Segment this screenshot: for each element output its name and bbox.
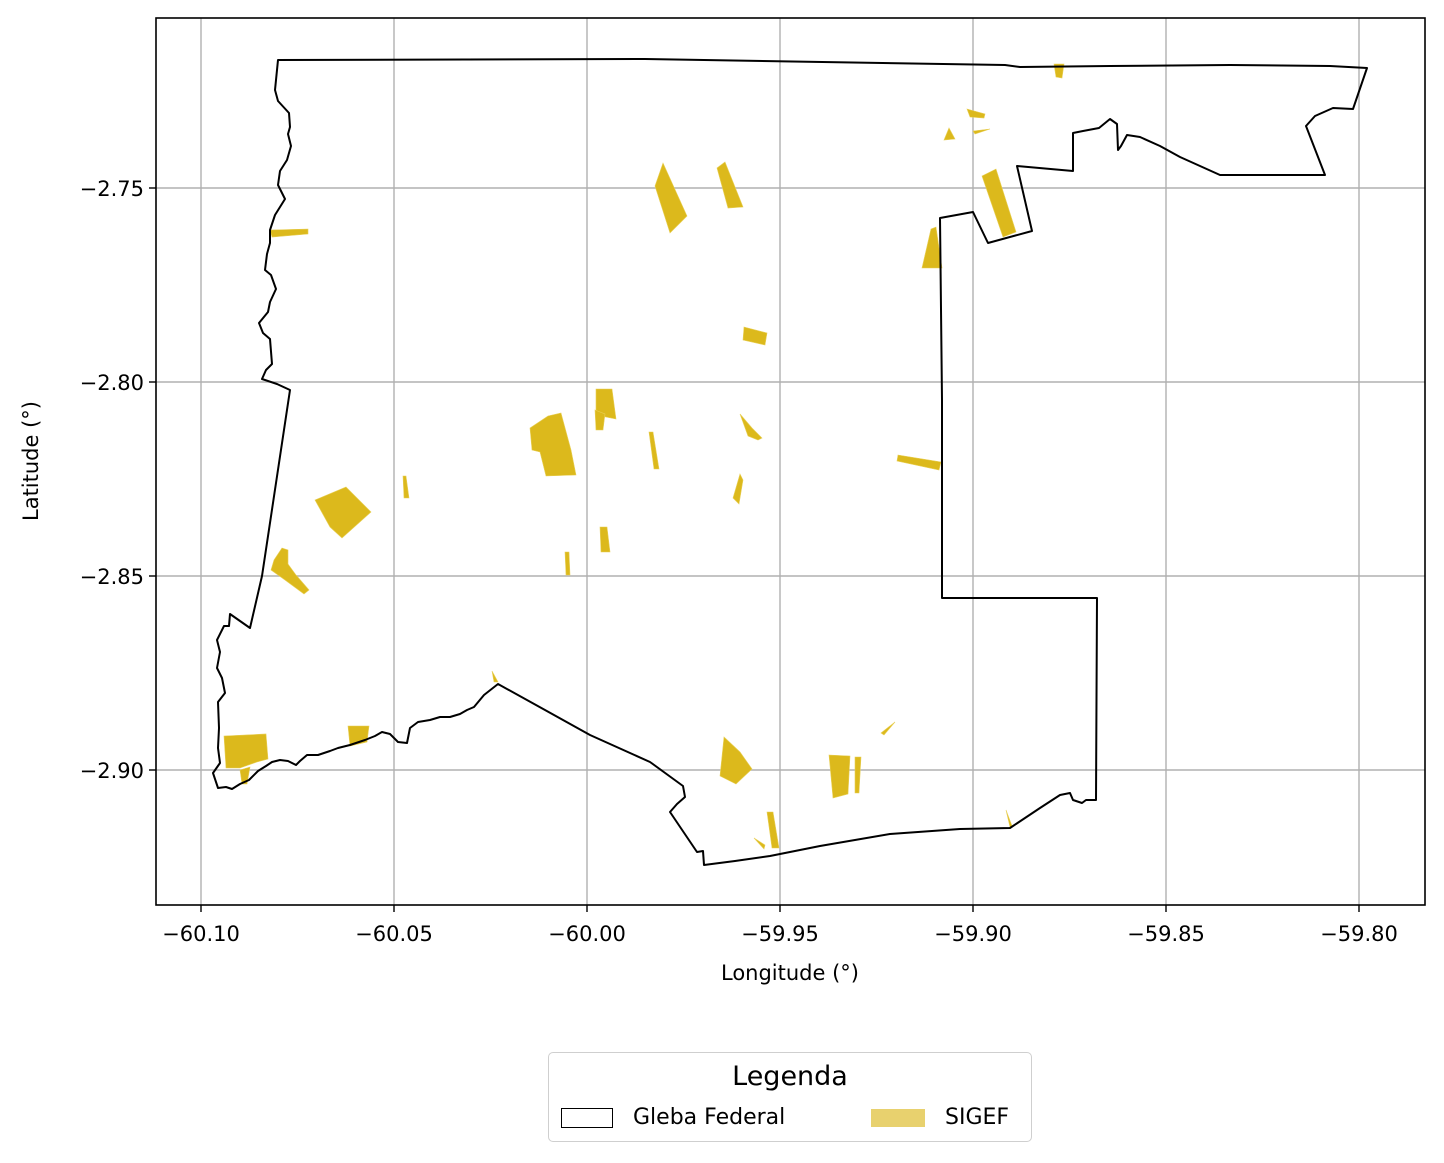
legend-label-gleba-federal: Gleba Federal [633,1105,786,1130]
sigef-parcel [599,526,611,553]
y-tick-label: −2.85 [80,565,144,589]
x-tick-label: −59.80 [1320,922,1398,946]
sigef-parcel [529,412,577,477]
sigef-parcel [742,326,768,346]
sigef-parcel [966,108,986,119]
sigef-parcel [896,454,942,471]
sigef-parcel [1005,809,1013,828]
sigef-parcel [648,431,660,470]
sigef-parcel [766,811,780,849]
legend-item-sigef: SIGEF [871,1105,1009,1130]
sigef-parcel [716,161,744,209]
sigef-parcel [972,128,991,135]
x-tick-label: −59.95 [741,922,819,946]
sigef-parcels [223,63,1065,850]
sigef-parcel [564,551,571,576]
sigef-parcel [943,127,956,141]
sigef-parcel [654,162,688,234]
y-tick-label: −2.80 [80,371,144,395]
legend-swatch-outline [561,1107,613,1128]
sigef-parcel [828,754,851,799]
y-tick-label: −2.75 [80,177,144,201]
y-tick-label: −2.90 [80,759,144,783]
sigef-parcel [270,547,310,595]
legend-item-gleba-federal: Gleba Federal [561,1105,785,1130]
sigef-parcel [314,486,372,539]
x-tick-label: −59.85 [1127,922,1205,946]
sigef-parcel [594,409,606,431]
sigef-parcel [402,475,410,499]
sigef-parcel [719,736,753,785]
legend-title: Legenda [732,1061,848,1092]
sigef-parcel [269,228,309,238]
sigef-parcel [739,413,763,441]
gleba-federal-boundary [212,58,1368,866]
legend-swatch-fill [871,1108,925,1127]
x-axis-label: Longitude (°) [721,961,859,985]
sigef-parcel [753,837,766,850]
sigef-parcel [854,756,862,794]
sigef-parcel [223,733,269,769]
sigef-parcel [981,168,1017,238]
sigef-parcel [880,721,896,736]
x-axis-ticks: −60.10 −60.05 −60.00 −59.95 −59.90 −59.85 −59.… [162,905,1398,946]
grid-lines [156,18,1425,905]
sigef-parcel [732,473,744,505]
y-axis-label: Latitude (°) [19,401,43,521]
x-tick-label: −60.00 [548,922,626,946]
plot-frame [155,17,1426,906]
x-tick-label: −60.05 [355,922,433,946]
legend: Legenda Gleba Federal SIGEF [548,1052,1032,1142]
sigef-parcel [595,388,617,420]
y-axis-ticks: −2.75 −2.80 −2.85 −2.90 [80,177,156,783]
sigef-parcel [491,670,499,683]
x-tick-label: −60.10 [162,922,240,946]
x-tick-label: −59.90 [934,922,1012,946]
sigef-parcel [921,226,943,269]
legend-label-sigef: SIGEF [945,1105,1010,1130]
